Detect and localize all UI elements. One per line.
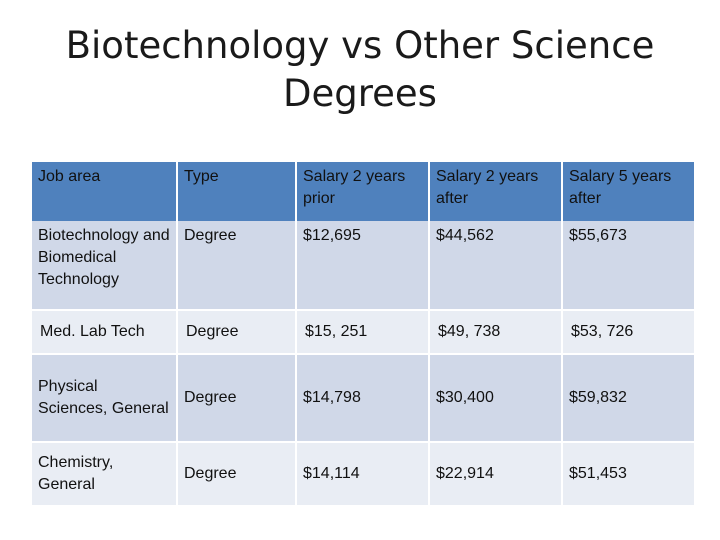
header-salary-2-years-prior: Salary 2 years prior: [297, 162, 428, 221]
cell-salary-5-years-after: $51,453: [563, 443, 694, 507]
title-line-2: Degrees: [283, 72, 437, 115]
cell-salary-2-years-after: $22,914: [430, 443, 561, 507]
table-header-row: Job area Type Salary 2 years prior Salar…: [32, 162, 694, 221]
cell-salary-2-years-prior: $15, 251: [297, 311, 428, 355]
cell-salary-2-years-after: $44,562: [430, 221, 561, 311]
cell-salary-2-years-after: $30,400: [430, 355, 561, 443]
cell-type: Degree: [178, 221, 295, 311]
cell-type: Degree: [178, 443, 295, 507]
table-row: Physical Sciences, General Degree $14,79…: [32, 355, 694, 443]
cell-salary-2-years-prior: $14,798: [297, 355, 428, 443]
cell-type: Degree: [178, 355, 295, 443]
cell-job-area: Physical Sciences, General: [32, 355, 176, 443]
cell-type: Degree: [178, 311, 295, 355]
cell-salary-5-years-after: $59,832: [563, 355, 694, 443]
cell-salary-2-years-prior: $12,695: [297, 221, 428, 311]
cell-salary-2-years-prior: $14,114: [297, 443, 428, 507]
cell-salary-5-years-after: $55,673: [563, 221, 694, 311]
header-salary-2-years-after: Salary 2 years after: [430, 162, 561, 221]
table-row: Biotechnology and Biomedical Technology …: [32, 221, 694, 311]
table-row: Chemistry, General Degree $14,114 $22,91…: [32, 443, 694, 507]
cell-job-area: Med. Lab Tech: [32, 311, 176, 355]
header-salary-5-years-after: Salary 5 years after: [563, 162, 694, 221]
title-line-1: Biotechnology vs Other Science: [65, 24, 655, 67]
header-type: Type: [178, 162, 295, 221]
cell-job-area: Chemistry, General: [32, 443, 176, 507]
cell-salary-2-years-after: $49, 738: [430, 311, 561, 355]
header-job-area: Job area: [32, 162, 176, 221]
cell-job-area: Biotechnology and Biomedical Technology: [32, 221, 176, 311]
slide-title: Biotechnology vs Other Science Degrees: [60, 22, 660, 118]
table-row: Med. Lab Tech Degree $15, 251 $49, 738 $…: [32, 311, 694, 355]
cell-salary-5-years-after: $53, 726: [563, 311, 694, 355]
salary-comparison-table: Job area Type Salary 2 years prior Salar…: [30, 162, 696, 507]
